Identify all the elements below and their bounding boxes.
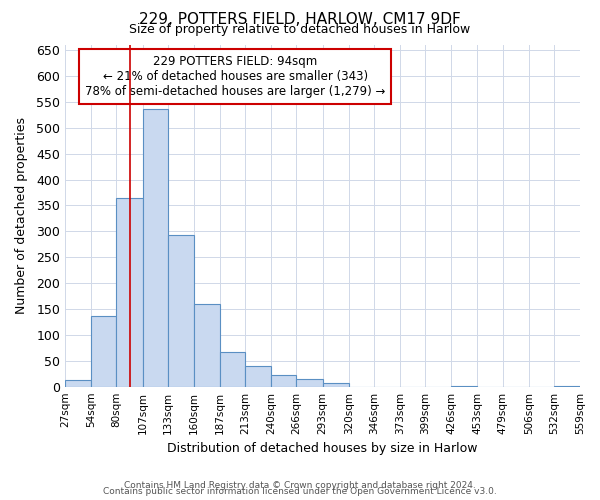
Bar [194,304,220,386]
X-axis label: Distribution of detached houses by size in Harlow: Distribution of detached houses by size … [167,442,478,455]
Text: 229, POTTERS FIELD, HARLOW, CM17 9DF: 229, POTTERS FIELD, HARLOW, CM17 9DF [139,12,461,28]
Bar [65,380,91,386]
Y-axis label: Number of detached properties: Number of detached properties [15,118,28,314]
Bar [116,198,143,386]
Bar [220,352,245,386]
Bar [323,382,349,386]
Text: Contains HM Land Registry data © Crown copyright and database right 2024.: Contains HM Land Registry data © Crown c… [124,481,476,490]
Bar [143,108,168,386]
Text: Size of property relative to detached houses in Harlow: Size of property relative to detached ho… [130,22,470,36]
Bar [245,366,271,386]
Bar [296,379,323,386]
Text: 229 POTTERS FIELD: 94sqm
← 21% of detached houses are smaller (343)
78% of semi-: 229 POTTERS FIELD: 94sqm ← 21% of detach… [85,56,385,98]
Bar [91,316,116,386]
Bar [271,376,296,386]
Text: Contains public sector information licensed under the Open Government Licence v3: Contains public sector information licen… [103,487,497,496]
Bar [168,235,194,386]
